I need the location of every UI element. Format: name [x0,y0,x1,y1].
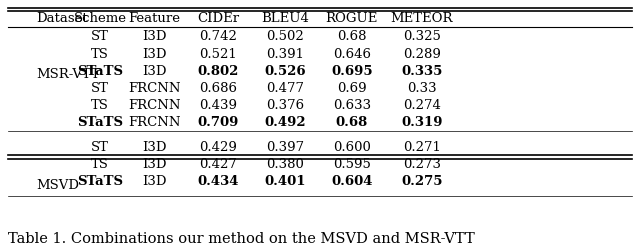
Text: 0.646: 0.646 [333,48,371,61]
Text: ST: ST [92,82,109,95]
Text: 0.526: 0.526 [264,65,306,78]
Text: Dataset: Dataset [36,12,88,25]
Text: 0.686: 0.686 [199,82,237,95]
Text: 0.289: 0.289 [403,48,441,61]
Text: 0.439: 0.439 [199,99,237,112]
Text: 0.604: 0.604 [331,175,372,188]
Text: 0.709: 0.709 [197,116,239,129]
Text: MSR-VTT: MSR-VTT [36,68,100,81]
Text: BLEU4: BLEU4 [261,12,309,25]
Text: Scheme: Scheme [74,12,127,25]
Text: 0.595: 0.595 [333,158,371,171]
Text: 0.695: 0.695 [331,65,372,78]
Text: 0.429: 0.429 [199,141,237,154]
Text: 0.401: 0.401 [264,175,306,188]
Text: 0.319: 0.319 [401,116,443,129]
Text: 0.376: 0.376 [266,99,304,112]
Text: FRCNN: FRCNN [128,82,180,95]
Text: TS: TS [92,99,109,112]
Text: I3D: I3D [142,141,166,154]
Text: 0.502: 0.502 [266,30,304,43]
Text: 0.802: 0.802 [197,65,239,78]
Text: 0.633: 0.633 [333,99,371,112]
Text: 0.271: 0.271 [403,141,441,154]
Text: Table 1. Combinations our method on the MSVD and MSR-VTT: Table 1. Combinations our method on the … [8,232,474,246]
Text: ROGUE: ROGUE [326,12,378,25]
Text: 0.380: 0.380 [266,158,304,171]
Text: CIDEr: CIDEr [197,12,239,25]
Text: 0.742: 0.742 [199,30,237,43]
Text: 0.391: 0.391 [266,48,304,61]
Text: 0.68: 0.68 [337,30,367,43]
Text: 0.434: 0.434 [197,175,239,188]
Text: I3D: I3D [142,158,166,171]
Text: 0.69: 0.69 [337,82,367,95]
Text: 0.274: 0.274 [403,99,441,112]
Text: STaTS: STaTS [77,175,123,188]
Text: ST: ST [92,141,109,154]
Text: I3D: I3D [142,30,166,43]
Text: 0.521: 0.521 [199,48,237,61]
Text: FRCNN: FRCNN [128,116,180,129]
Text: I3D: I3D [142,175,166,188]
Text: ST: ST [92,30,109,43]
Text: Feature: Feature [129,12,180,25]
Text: 0.325: 0.325 [403,30,441,43]
Text: 0.335: 0.335 [401,65,443,78]
Text: MSVD: MSVD [36,179,79,192]
Text: STaTS: STaTS [77,65,123,78]
Text: 0.273: 0.273 [403,158,441,171]
Text: I3D: I3D [142,48,166,61]
Text: STaTS: STaTS [77,116,123,129]
Text: 0.427: 0.427 [199,158,237,171]
Text: 0.477: 0.477 [266,82,304,95]
Text: 0.600: 0.600 [333,141,371,154]
Text: I3D: I3D [142,65,166,78]
Text: FRCNN: FRCNN [128,99,180,112]
Text: METEOR: METEOR [390,12,453,25]
Text: TS: TS [92,48,109,61]
Text: TS: TS [92,158,109,171]
Text: 0.492: 0.492 [264,116,306,129]
Text: 0.275: 0.275 [401,175,443,188]
Text: 0.68: 0.68 [336,116,368,129]
Text: 0.397: 0.397 [266,141,304,154]
Text: 0.33: 0.33 [407,82,436,95]
